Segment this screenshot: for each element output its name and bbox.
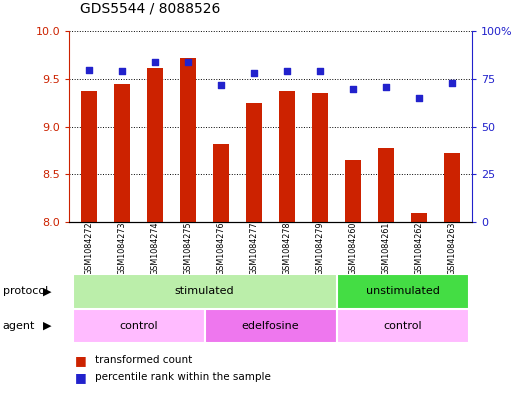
Point — [349, 86, 357, 92]
Text: ▶: ▶ — [43, 286, 51, 296]
Bar — [180, 58, 196, 222]
Bar — [114, 84, 130, 222]
Point — [217, 82, 225, 88]
Text: ▶: ▶ — [43, 321, 51, 331]
Text: agent: agent — [3, 321, 35, 331]
Point — [316, 68, 324, 75]
Text: GSM1084260: GSM1084260 — [349, 222, 358, 275]
Point — [448, 80, 456, 86]
Text: control: control — [383, 321, 422, 331]
Point — [382, 84, 390, 90]
Bar — [411, 213, 427, 222]
Text: transformed count: transformed count — [95, 355, 192, 365]
Point — [85, 66, 93, 73]
Bar — [378, 148, 394, 222]
Bar — [72, 274, 337, 309]
Text: stimulated: stimulated — [175, 286, 234, 296]
Text: edelfosine: edelfosine — [242, 321, 300, 331]
Point — [250, 70, 258, 77]
Text: ■: ■ — [74, 354, 86, 367]
Text: GSM1084279: GSM1084279 — [315, 222, 325, 275]
Text: GSM1084272: GSM1084272 — [85, 222, 93, 275]
Bar — [337, 309, 469, 343]
Text: protocol: protocol — [3, 286, 48, 296]
Bar — [72, 309, 205, 343]
Bar — [246, 103, 262, 222]
Bar — [279, 92, 295, 222]
Text: ■: ■ — [74, 371, 86, 384]
Point — [118, 68, 126, 75]
Bar — [345, 160, 361, 222]
Text: GSM1084262: GSM1084262 — [415, 222, 424, 275]
Bar — [205, 309, 337, 343]
Point — [283, 68, 291, 75]
Bar — [147, 68, 163, 222]
Text: unstimulated: unstimulated — [366, 286, 440, 296]
Bar — [213, 144, 229, 222]
Text: GSM1084274: GSM1084274 — [151, 222, 160, 275]
Bar — [337, 274, 469, 309]
Bar — [312, 94, 328, 222]
Text: GSM1084273: GSM1084273 — [117, 222, 127, 275]
Bar — [444, 153, 460, 222]
Text: GSM1084261: GSM1084261 — [382, 222, 390, 275]
Text: GSM1084263: GSM1084263 — [448, 222, 457, 275]
Text: percentile rank within the sample: percentile rank within the sample — [95, 372, 271, 382]
Text: GSM1084276: GSM1084276 — [216, 222, 226, 275]
Text: GSM1084278: GSM1084278 — [283, 222, 291, 275]
Point — [151, 59, 159, 65]
Text: GDS5544 / 8088526: GDS5544 / 8088526 — [80, 2, 220, 16]
Text: GSM1084275: GSM1084275 — [184, 222, 192, 275]
Point — [184, 59, 192, 65]
Bar — [81, 90, 97, 222]
Point — [415, 95, 423, 101]
Text: GSM1084277: GSM1084277 — [250, 222, 259, 275]
Text: control: control — [119, 321, 158, 331]
